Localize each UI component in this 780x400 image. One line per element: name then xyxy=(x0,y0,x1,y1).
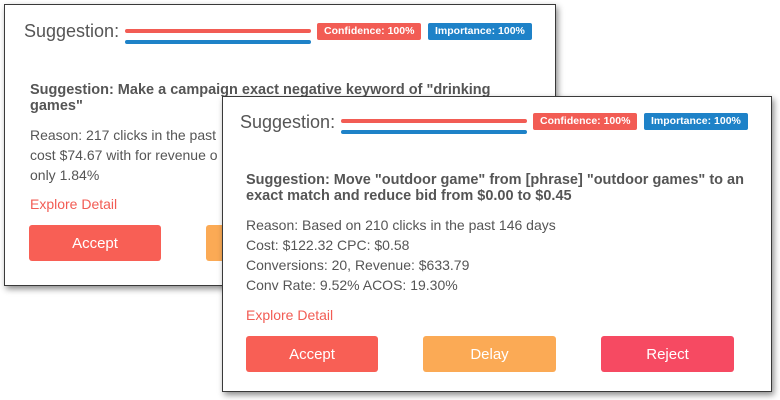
reason-line: only 1.84% xyxy=(30,167,100,183)
reason-line: Reason: Based on 210 clicks in the past … xyxy=(246,217,556,233)
suggestion-title-line: exact match and reduce bid from $0.00 to… xyxy=(246,188,572,204)
suggestion-title: Suggestion: Make a campaign exact negati… xyxy=(30,82,491,114)
reason-line: Conv Rate: 9.52% ACOS: 19.30% xyxy=(246,277,458,293)
suggestion-header-label: Suggestion: xyxy=(24,21,120,41)
reason-line: Cost: $122.32 CPC: $0.58 xyxy=(246,237,410,253)
suggestion-title-line: Suggestion: Make a campaign exact negati… xyxy=(30,82,491,98)
confidence-bar xyxy=(341,119,527,123)
reason-text: Reason: Based on 210 clicks in the past … xyxy=(246,215,556,295)
suggestion-title-line: games" xyxy=(30,98,83,114)
reason-text: Reason: 217 clicks in the past cost $74.… xyxy=(30,125,218,185)
accept-button[interactable]: Accept xyxy=(29,225,161,261)
reject-button[interactable]: Reject xyxy=(601,336,734,372)
explore-detail-link[interactable]: Explore Detail xyxy=(246,307,334,323)
suggestion-card-front: Suggestion: Confidence: 100% Importance:… xyxy=(222,96,772,392)
importance-bar xyxy=(125,40,311,44)
suggestion-title-line: Suggestion: Move "outdoor game" from [ph… xyxy=(246,172,744,188)
importance-bar xyxy=(341,130,527,134)
accept-button[interactable]: Accept xyxy=(246,336,378,372)
delay-button[interactable]: Delay xyxy=(423,336,556,372)
reason-line: Conversions: 20, Revenue: $633.79 xyxy=(246,257,470,273)
confidence-bar xyxy=(125,29,311,33)
confidence-badge: Confidence: 100% xyxy=(533,113,638,130)
importance-badge: Importance: 100% xyxy=(644,113,748,130)
reason-line: cost $74.67 with for revenue o xyxy=(30,147,218,163)
reason-line: Reason: 217 clicks in the past xyxy=(30,127,216,143)
suggestion-header-label: Suggestion: xyxy=(240,112,336,132)
explore-detail-link[interactable]: Explore Detail xyxy=(30,196,118,212)
suggestion-title: Suggestion: Move "outdoor game" from [ph… xyxy=(246,172,744,204)
confidence-badge: Confidence: 100% xyxy=(317,23,422,40)
importance-badge: Importance: 100% xyxy=(428,23,532,40)
